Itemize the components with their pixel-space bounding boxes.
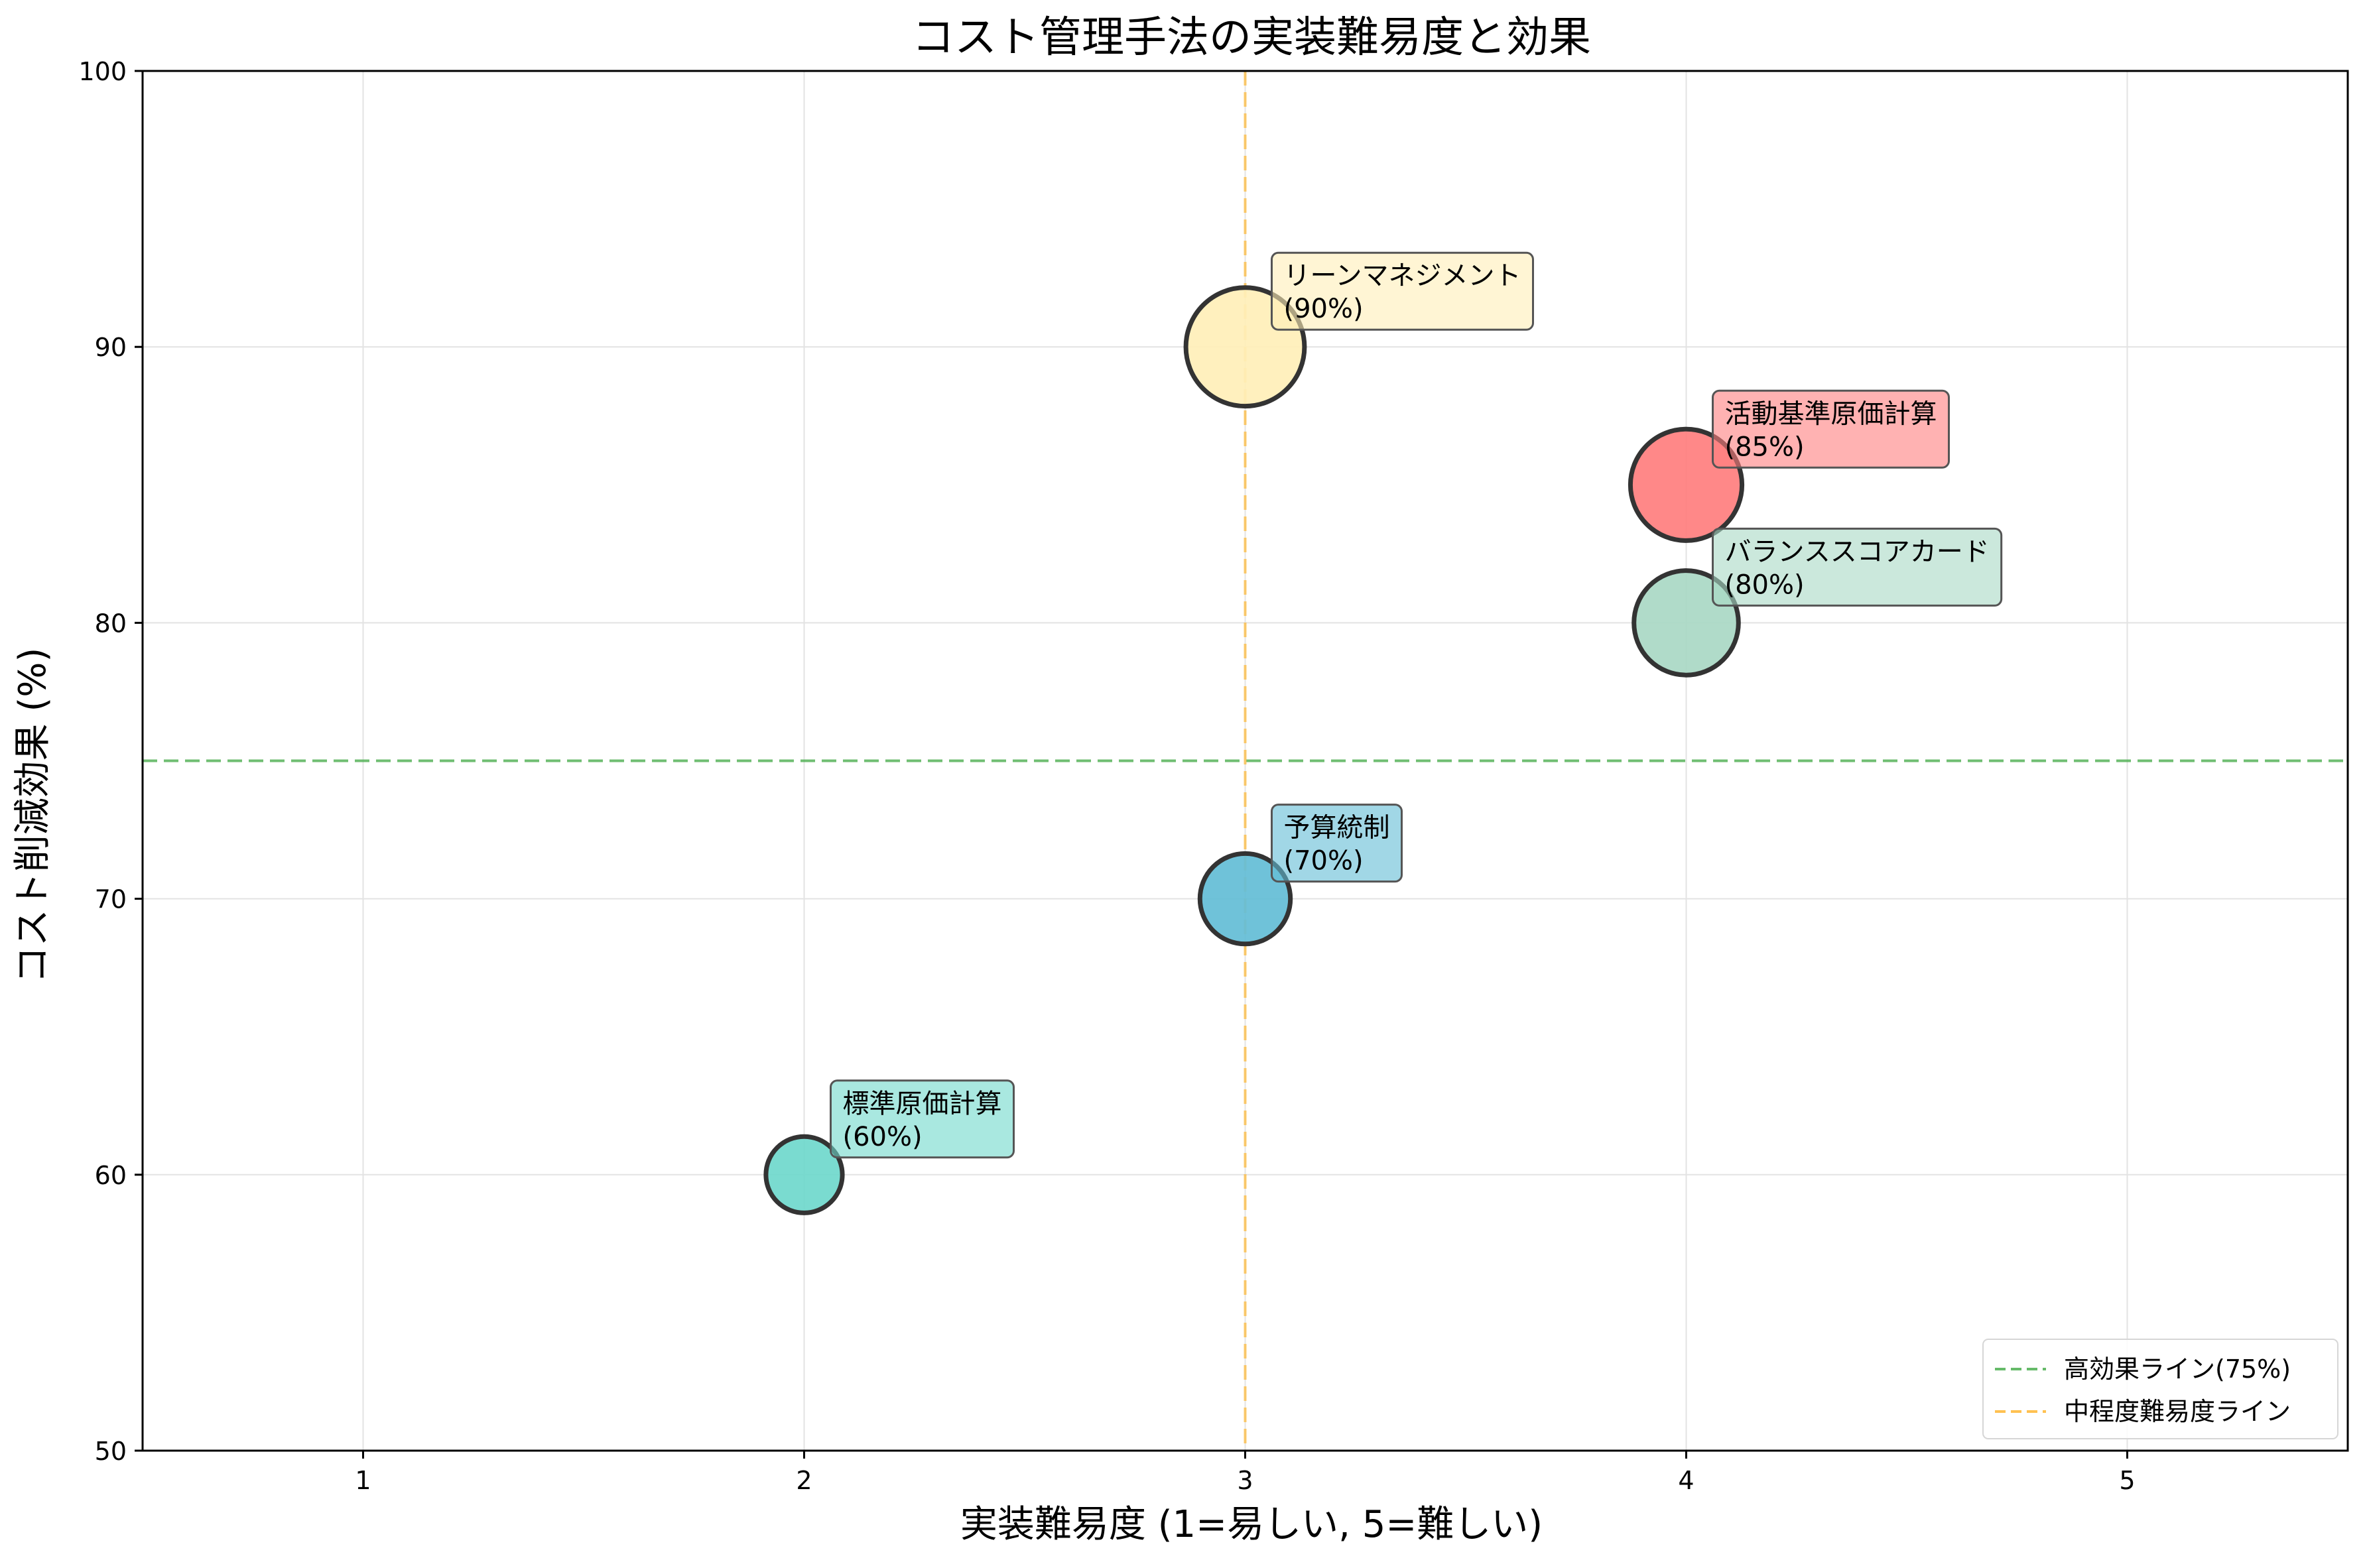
x-axis-label: 実装難易度 (1=易しい, 5=難しい) [960,1503,1543,1546]
point-name-label: 活動基準原価計算 [1725,398,1937,429]
point-value-label: (85%) [1725,432,1805,462]
legend-label: 高効果ライン(75%) [2064,1355,2291,1384]
y-tick-label: 60 [95,1161,127,1190]
annotation-box [830,1079,1015,1159]
point-annotation: 標準原価計算(60%) [830,1079,1015,1159]
point-name-label: バランススコアカード [1725,536,1990,567]
legend-box [1982,1339,2338,1439]
point-value-label: (90%) [1284,294,1364,324]
x-tick-label: 1 [355,1466,371,1495]
point-annotation: 活動基準原価計算(85%) [1712,389,1950,469]
legend-label: 中程度難易度ライン [2064,1397,2291,1426]
y-tick-label: 90 [95,333,127,362]
x-tick-label: 4 [1678,1466,1694,1495]
point-name-label: 標準原価計算 [843,1089,1002,1119]
y-tick-label: 70 [95,885,127,914]
y-tick-label: 50 [95,1437,127,1466]
y-tick-label: 100 [78,57,127,86]
chart-title: コスト管理手法の実装難易度と効果 [912,13,1591,62]
point-name-label: リーンマネジメント [1284,261,1521,291]
point-annotation: バランススコアカード(80%) [1712,527,2003,607]
annotation-box [1271,251,1534,331]
plot-area: 標準原価計算(60%) 予算統制(70%) 活動基準原価計算(85%) バランススコア… [78,57,2349,1495]
annotation-box [1712,389,1950,469]
annotation-box [1712,527,2003,607]
x-tick-label: 2 [796,1466,812,1495]
point-annotation: リーンマネジメント(90%) [1271,251,1534,331]
y-axis-label: コスト削減効果 (%) [11,648,54,984]
y-tick-label: 80 [95,609,127,638]
point-value-label: (70%) [1284,846,1364,876]
point-value-label: (60%) [843,1122,923,1152]
x-tick-label: 5 [2119,1466,2135,1495]
annotation-box [1271,804,1403,883]
point-value-label: (80%) [1725,570,1805,600]
x-tick-label: 3 [1237,1466,1253,1495]
point-name-label: 予算統制 [1284,813,1390,843]
point-annotation: 予算統制(70%) [1271,804,1403,883]
data-point[interactable] [1197,851,1293,947]
data-point[interactable] [763,1134,845,1215]
legend: 高効果ライン(75%) 中程度難易度ライン [1982,1339,2338,1439]
